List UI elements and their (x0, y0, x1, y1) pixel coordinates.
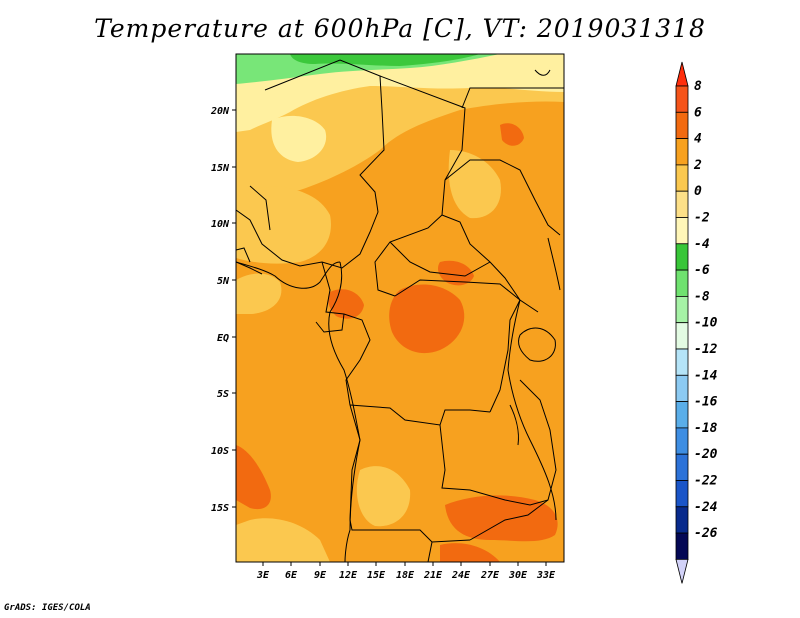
coastlines (236, 69, 561, 562)
lon-label: 33E (536, 570, 556, 581)
dark-orange-patch-congo (389, 284, 465, 354)
colorbar-label: -8 (694, 289, 710, 304)
colorbar: 8 6 4 2 0 -2 -4 -6 -8 -10 -12 -14 -16 -18 -20 -22 -24 -26 (675, 61, 718, 584)
colorbar-segment (675, 480, 689, 508)
map-plot-area (236, 54, 564, 562)
colorbar-segment (675, 217, 689, 245)
light-orange-patch-west (236, 186, 331, 264)
colorbar-label: 4 (694, 132, 702, 147)
lon-label: 3E (256, 570, 270, 581)
colorbar-label: -18 (694, 421, 718, 436)
light-orange-patch-atlantic (236, 273, 282, 314)
colorbar-label: 0 (694, 184, 702, 199)
colorbar-label: 6 (694, 105, 702, 120)
lat-label: 10N (211, 219, 230, 230)
lon-label: 24E (451, 570, 471, 581)
colorbar-label: -20 (694, 447, 718, 462)
lon-label: 30E (508, 570, 528, 581)
lat-label: 15N (211, 163, 230, 174)
colorbar-segment (675, 295, 689, 324)
chart-title: Temperature at 600hPa [C], VT: 201903131… (94, 14, 706, 43)
lon-label: 21E (423, 570, 443, 581)
colorbar-segment (675, 401, 689, 429)
light-orange-patch-angola (356, 466, 411, 527)
lon-label: 15E (367, 570, 386, 581)
lat-label: 10S (211, 446, 229, 457)
colorbar-label: -2 (694, 211, 710, 226)
lon-label: 27E (480, 570, 500, 581)
colorbar-segment (675, 164, 689, 192)
colorbar-segment (675, 190, 689, 218)
colorbar-segment (675, 532, 689, 560)
colorbar-label: -16 (694, 395, 718, 410)
colorbar-segment (675, 506, 689, 534)
colorbar-segment (675, 111, 689, 140)
colorbar-label: 8 (694, 79, 702, 94)
colorbar-label: -12 (694, 342, 718, 357)
colorbar-label: -14 (694, 368, 718, 383)
country-boundaries (236, 59, 564, 562)
colorbar-label: -6 (694, 263, 710, 278)
colorbar-label: -22 (694, 474, 718, 489)
colorbar-segment (675, 427, 689, 455)
lon-label: 18E (396, 570, 415, 581)
colorbar-bottom-arrow (675, 559, 689, 584)
lon-label: 9E (314, 570, 327, 581)
lat-label: 20N (210, 106, 230, 117)
dark-orange-patch-mozambique (445, 495, 558, 542)
colorbar-segment (675, 348, 689, 376)
colorbar-label: -26 (694, 526, 718, 541)
grads-credit: GrADS: IGES/COLA (4, 603, 91, 613)
longitude-labels: 3E 6E 9E 12E 15E 18E 21E 24E 27E 30E 33E (256, 570, 556, 581)
colorbar-segment (675, 243, 689, 271)
colorbar-label: 2 (693, 158, 702, 173)
lon-label: 6E (285, 570, 298, 581)
lon-label: 12E (339, 570, 358, 581)
dark-green-band-north (290, 54, 480, 66)
colorbar-top-arrow (675, 61, 689, 87)
lat-label: 15S (211, 503, 229, 514)
light-orange-patch-south (236, 518, 330, 562)
colorbar-label: -24 (694, 500, 718, 515)
colorbar-label: -10 (694, 316, 718, 331)
colorbar-segment (675, 453, 689, 481)
lat-label: EQ (217, 333, 229, 344)
lat-label: 5S (217, 389, 229, 400)
colorbar-segment (675, 138, 689, 166)
dark-orange-patch-cameroon (438, 260, 474, 286)
lat-label: 5N (217, 276, 230, 287)
dark-orange-patch-gabon (328, 289, 364, 319)
colorbar-segment (675, 269, 689, 297)
dark-orange-patch-red-sea (500, 123, 524, 146)
colorbar-label: -4 (694, 237, 710, 252)
colorbar-segment (675, 374, 689, 402)
latitude-labels: 20N 15N 10N 5N EQ 5S 10S 15S (210, 106, 230, 514)
axis-ticks (232, 109, 547, 566)
map-frame (235, 53, 565, 563)
dark-orange-patch-atlantic-sw (236, 445, 271, 510)
dark-orange-patch-southeast (440, 543, 500, 562)
colorbar-segment (675, 85, 689, 113)
colorbar-segment (675, 322, 689, 350)
pale-yellow-patch-sahara (271, 115, 327, 162)
